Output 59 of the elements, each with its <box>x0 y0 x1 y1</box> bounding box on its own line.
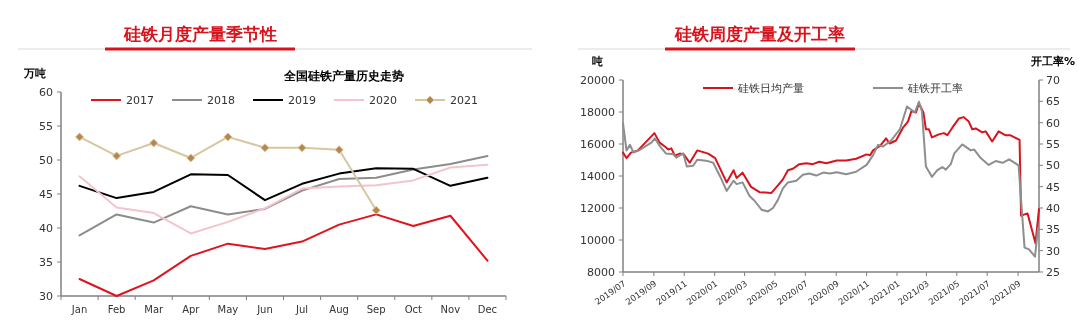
point <box>223 132 233 142</box>
y-tick-label: 18000 <box>580 106 615 119</box>
point <box>186 153 196 163</box>
y-tick-label: 35 <box>39 256 53 269</box>
y-tick-label: 10000 <box>580 234 615 247</box>
x-tick-label: Mar <box>144 304 165 315</box>
y-tick-label: 60 <box>39 86 53 99</box>
point <box>112 151 122 161</box>
x-tick-label: Dec <box>477 304 498 315</box>
y2-tick-label: 40 <box>1046 202 1060 215</box>
legend-label: 2017 <box>126 94 154 107</box>
legend-label: 硅铁日均产量 <box>737 82 804 95</box>
point <box>260 143 270 153</box>
chart-title: 硅铁周度产量及开工率 <box>674 24 845 44</box>
y2-tick-label: 70 <box>1046 74 1060 87</box>
legend-label: 2020 <box>369 94 397 107</box>
x-tick-label: May <box>217 304 239 315</box>
y2-tick-label: 25 <box>1046 266 1060 279</box>
y2-tick-label: 60 <box>1046 116 1060 130</box>
y-tick-label: 8000 <box>587 266 615 279</box>
y2-tick-label: 50 <box>1046 159 1060 173</box>
x-tick-label: Nov <box>440 304 461 315</box>
x-tick-label: Jun <box>256 304 273 315</box>
point <box>371 205 381 215</box>
chart-title: 硅铁月度产量季节性 <box>122 24 277 44</box>
y-axis-title: 万吨 <box>23 67 46 80</box>
x-tick-label: Jul <box>295 304 309 315</box>
legend-label: 2021 <box>450 94 478 107</box>
y-tick-label: 30 <box>39 290 53 303</box>
point <box>334 145 344 155</box>
y-tick-label: 40 <box>39 222 53 235</box>
y2-tick-label: 45 <box>1046 180 1060 194</box>
y-tick-label: 20000 <box>580 74 615 87</box>
y-tick-label: 50 <box>39 154 53 167</box>
y-tick-label: 14000 <box>580 170 615 183</box>
y-tick-label: 12000 <box>580 202 615 215</box>
point <box>75 132 85 142</box>
x-tick-label: Sep <box>366 304 386 315</box>
point <box>149 138 159 148</box>
legend-label: 2018 <box>207 94 235 107</box>
point <box>297 143 307 153</box>
x-tick-label: Jan <box>70 304 88 315</box>
line-series <box>78 167 489 202</box>
y2-tick-label: 30 <box>1046 244 1060 258</box>
y-axis-title: 吨 <box>591 55 603 68</box>
y2-tick-label: 35 <box>1046 223 1060 237</box>
x-tick-label: Apr <box>182 304 201 315</box>
y2-axis-title: 开工率% <box>1029 55 1076 68</box>
chart-subtitle: 全国硅铁产量历史走势 <box>282 69 404 83</box>
x-tick-label: Aug <box>329 304 349 315</box>
y2-tick-label: 65 <box>1046 95 1060 109</box>
legend-label: 2019 <box>288 94 316 107</box>
y-tick-label: 16000 <box>580 138 615 151</box>
x-tick-label: Oct <box>404 304 423 315</box>
y-tick-label: 45 <box>39 188 53 201</box>
x-tick-label: Feb <box>107 304 126 315</box>
y-tick-label: 55 <box>39 120 53 133</box>
y2-tick-label: 55 <box>1046 138 1060 151</box>
legend-label: 硅铁开工率 <box>907 82 963 95</box>
